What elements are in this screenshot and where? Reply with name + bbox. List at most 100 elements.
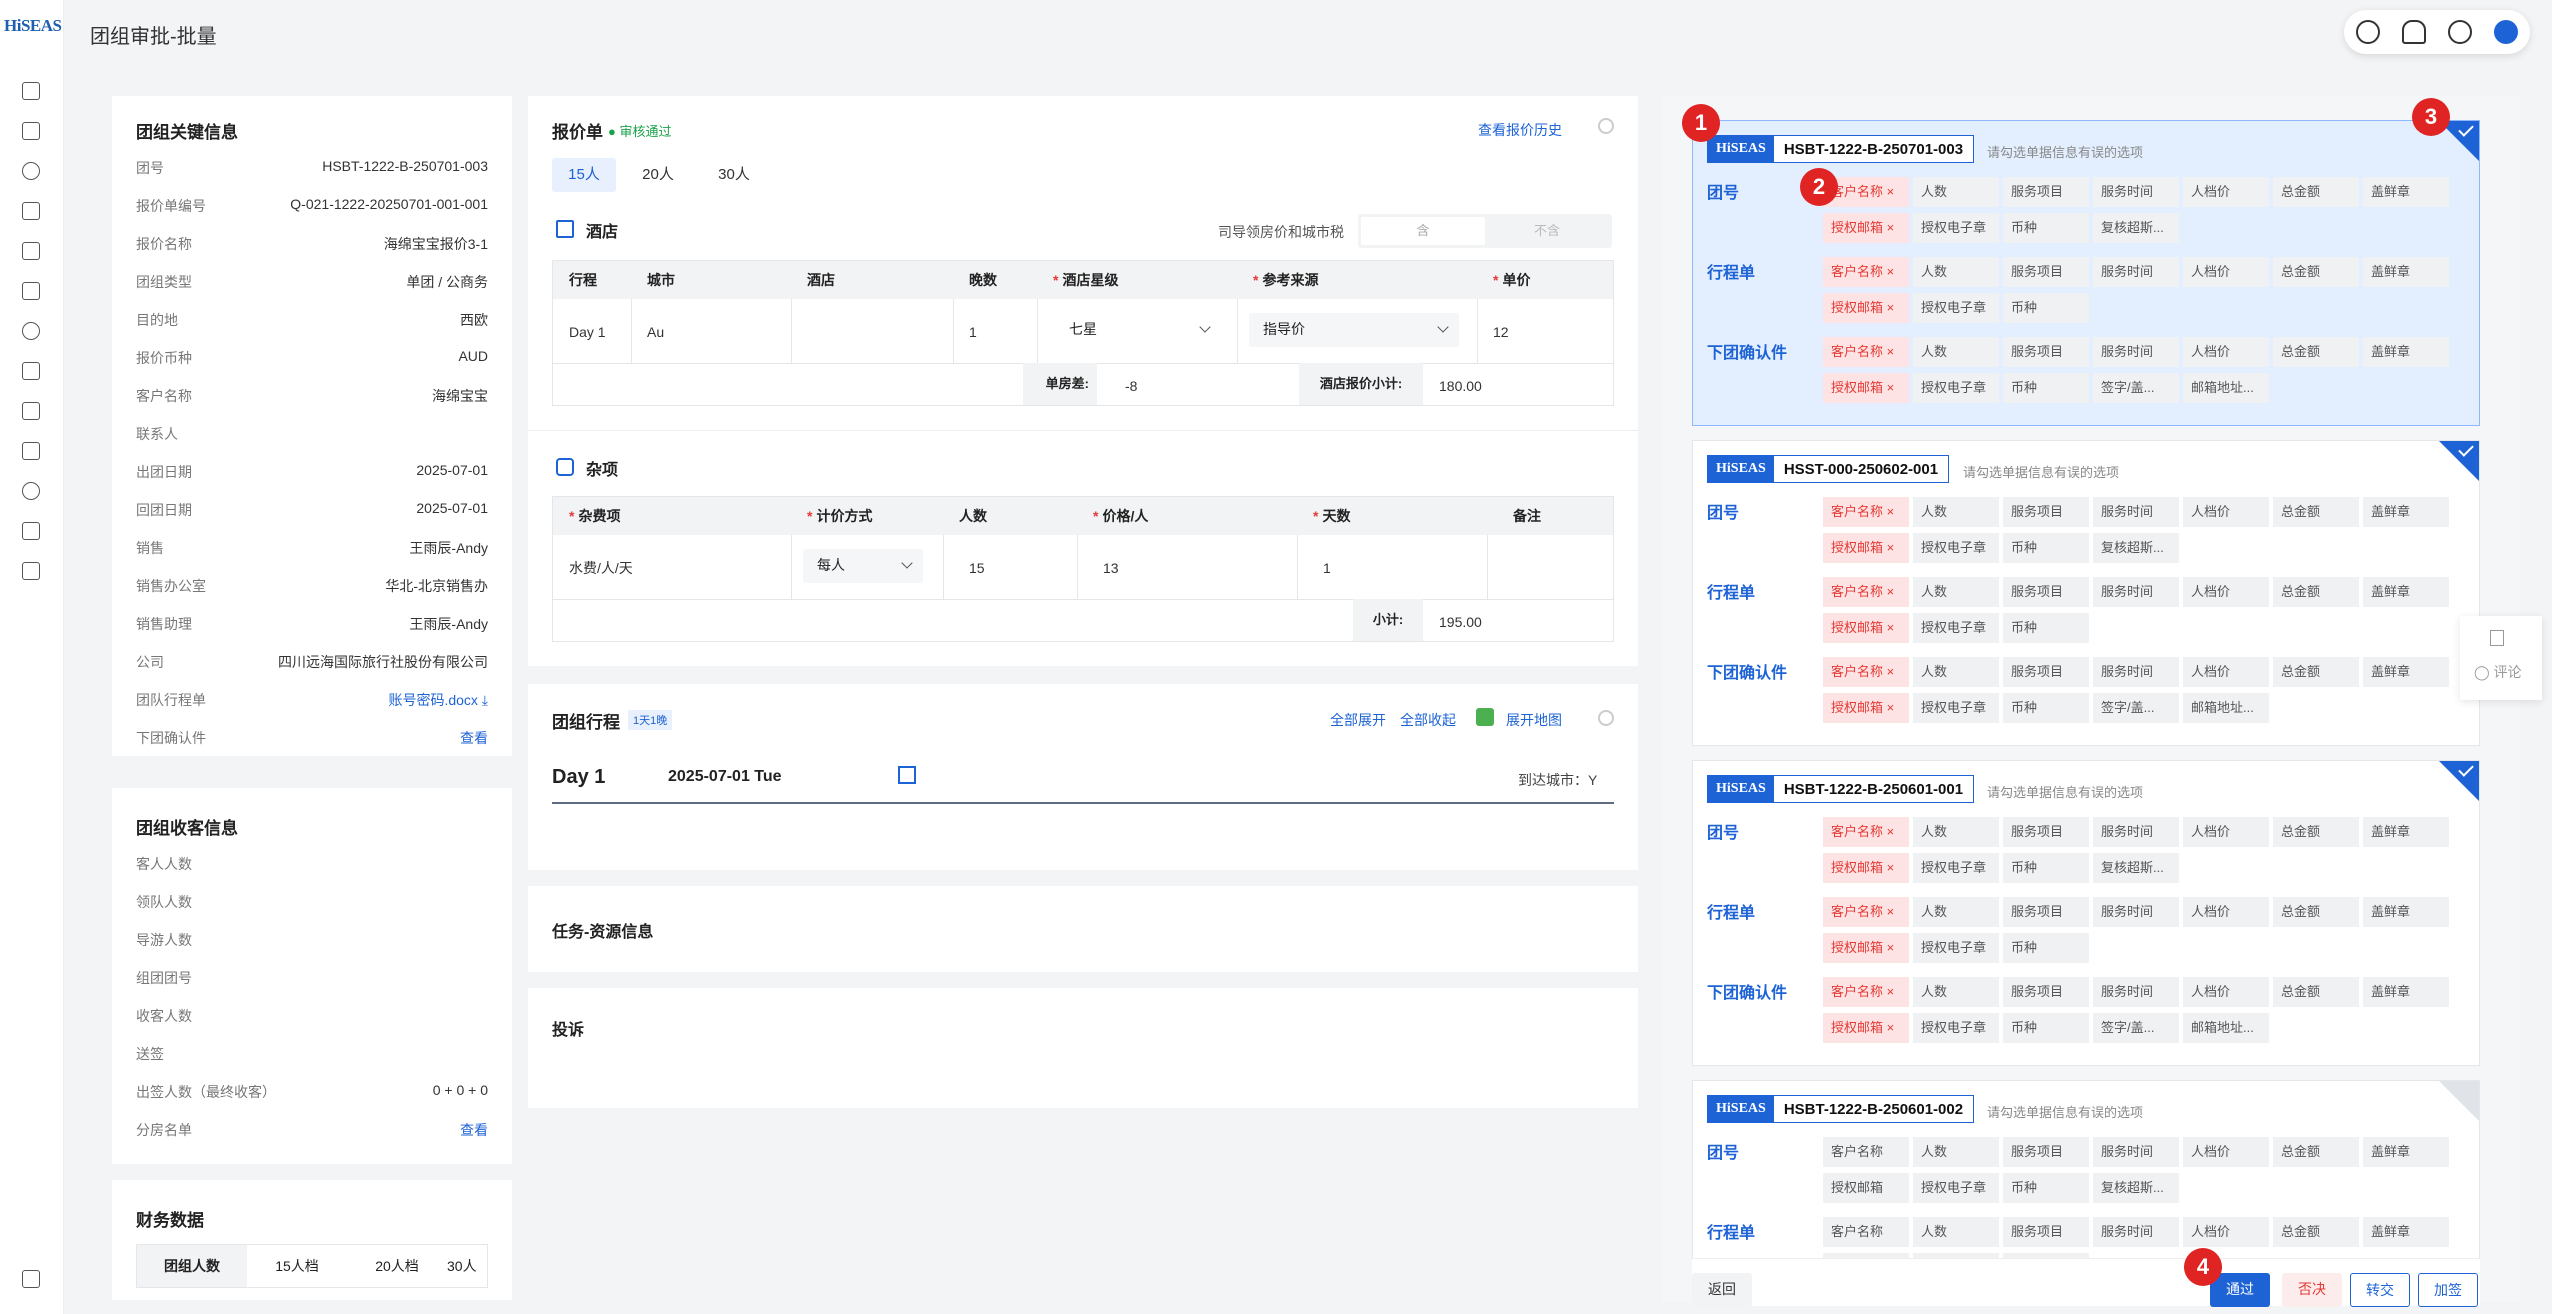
review-chip[interactable]: 总金额 — [2273, 817, 2359, 847]
pax-tab-20[interactable]: 20人 — [642, 166, 674, 183]
review-chip[interactable]: 服务时间 — [2093, 1137, 2179, 1167]
review-chip[interactable]: 人数 — [1913, 657, 1999, 687]
receive-info-value[interactable]: 查看 — [460, 1122, 488, 1138]
review-chip[interactable]: 服务项目 — [2003, 1217, 2089, 1247]
select-corner[interactable] — [2439, 761, 2479, 801]
review-chip[interactable]: 客户名称 × — [1823, 577, 1909, 607]
review-chip[interactable]: 盖鲜章 — [2363, 817, 2449, 847]
review-chip[interactable]: 复核超斯... — [2093, 213, 2179, 243]
review-chip[interactable]: 客户名称 × — [1823, 817, 1909, 847]
select-corner[interactable] — [2439, 1081, 2479, 1121]
bell-icon[interactable] — [2402, 20, 2426, 44]
review-chip[interactable]: 授权电子章 — [1913, 933, 1999, 963]
select-corner[interactable] — [2439, 441, 2479, 481]
key-info-value[interactable]: 账号密码.docx ⤓ — [388, 692, 488, 708]
review-chip[interactable]: 人数 — [1913, 337, 1999, 367]
review-chip[interactable]: 签字/盖... — [2093, 373, 2179, 403]
review-chip[interactable]: 授权电子章 — [1913, 693, 1999, 723]
review-chip[interactable]: 人档价 — [2183, 657, 2269, 687]
review-chip[interactable]: 人档价 — [2183, 497, 2269, 527]
collapse-all-link[interactable]: 全部收起 — [1400, 712, 1456, 728]
table-icon[interactable] — [22, 202, 40, 220]
review-chip[interactable]: 盖鲜章 — [2363, 977, 2449, 1007]
finance-tab-3[interactable]: 30人 — [447, 1258, 477, 1274]
review-chip[interactable]: 授权邮箱 — [1823, 1173, 1909, 1203]
review-chip[interactable]: 签字/盖... — [2093, 693, 2179, 723]
review-chip[interactable]: 盖鲜章 — [2363, 897, 2449, 927]
review-chip[interactable]: 币种 — [2003, 373, 2089, 403]
review-chip[interactable]: 总金额 — [2273, 177, 2359, 207]
review-chip[interactable]: 币种 — [2003, 1013, 2089, 1043]
review-chip[interactable]: 币种 — [2003, 933, 2089, 963]
review-chip[interactable]: 人档价 — [2183, 1137, 2269, 1167]
tax-opt-exclude[interactable]: 不含 — [1533, 223, 1560, 238]
review-chip[interactable]: 总金额 — [2273, 1137, 2359, 1167]
review-chip[interactable]: 人档价 — [2183, 257, 2269, 287]
review-chip[interactable]: 总金额 — [2273, 497, 2359, 527]
money-icon[interactable] — [22, 282, 40, 300]
review-chip[interactable]: 服务项目 — [2003, 177, 2089, 207]
review-chip[interactable]: 授权邮箱 × — [1823, 1013, 1909, 1043]
bulb-icon[interactable] — [22, 482, 40, 500]
review-chip[interactable]: 人数 — [1913, 817, 1999, 847]
collapse-sidebar-icon[interactable] — [22, 1270, 40, 1288]
review-chip[interactable]: 服务项目 — [2003, 657, 2089, 687]
review-chip[interactable]: 授权邮箱 × — [1823, 853, 1909, 883]
day-label[interactable]: Day 1 — [552, 766, 606, 788]
review-chip[interactable]: 客户名称 × — [1823, 897, 1909, 927]
misc-pax[interactable]: 15 — [969, 560, 985, 576]
misc-days[interactable]: 1 — [1323, 560, 1331, 576]
review-chip[interactable]: 授权电子章 — [1913, 1173, 1999, 1203]
review-chip[interactable]: 币种 — [2003, 213, 2089, 243]
review-chip[interactable]: 服务项目 — [2003, 337, 2089, 367]
misc-price[interactable]: 13 — [1103, 560, 1119, 576]
review-chip[interactable]: 客户名称 × — [1823, 257, 1909, 287]
add-sign-button[interactable]: 加签 — [2418, 1273, 2478, 1307]
review-chip[interactable]: 盖鲜章 — [2363, 1217, 2449, 1247]
review-chip[interactable]: 服务时间 — [2093, 337, 2179, 367]
transfer-button[interactable]: 转交 — [2350, 1273, 2410, 1307]
review-chip[interactable]: 复核超斯... — [2093, 1173, 2179, 1203]
review-chip[interactable]: 服务项目 — [2003, 1137, 2089, 1167]
refresh-icon[interactable] — [1598, 118, 1614, 134]
review-chip[interactable]: 服务时间 — [2093, 897, 2179, 927]
pax-tab-15[interactable]: 15人 — [552, 158, 616, 192]
pass-button[interactable]: 通过 — [2210, 1273, 2270, 1307]
review-chip[interactable]: 复核超斯... — [2093, 853, 2179, 883]
review-chip[interactable]: 人档价 — [2183, 817, 2269, 847]
review-chip[interactable]: 总金额 — [2273, 657, 2359, 687]
review-chip[interactable]: 总金额 — [2273, 577, 2359, 607]
review-chip[interactable]: 签字/盖... — [2093, 1013, 2179, 1043]
review-chip[interactable]: 服务时间 — [2093, 177, 2179, 207]
review-chip[interactable]: 复核超斯... — [2093, 533, 2179, 563]
quote-history-link[interactable]: 查看报价历史 — [1478, 122, 1562, 138]
star-select[interactable]: 七星 — [1055, 313, 1221, 347]
review-chip[interactable]: 盖鲜章 — [2363, 1137, 2449, 1167]
review-chip[interactable]: 客户名称 × — [1823, 657, 1909, 687]
review-chip[interactable]: 授权邮箱 × — [1823, 533, 1909, 563]
report-icon[interactable] — [22, 442, 40, 460]
review-chip[interactable]: 盖鲜章 — [2363, 657, 2449, 687]
compass-icon[interactable] — [22, 322, 40, 340]
review-chip[interactable]: 客户名称 — [1823, 1217, 1909, 1247]
review-chip[interactable]: 服务时间 — [2093, 977, 2179, 1007]
review-chip[interactable]: 邮箱地址... — [2183, 693, 2269, 723]
wallet-icon[interactable] — [22, 402, 40, 420]
tax-opt-include[interactable]: 含 — [1361, 217, 1485, 245]
review-chip[interactable]: 人档价 — [2183, 1217, 2269, 1247]
review-chip[interactable]: 人数 — [1913, 977, 1999, 1007]
review-chip[interactable]: 盖鲜章 — [2363, 177, 2449, 207]
review-chip[interactable]: 授权邮箱 × — [1823, 933, 1909, 963]
review-chip[interactable]: 客户名称 — [1823, 1137, 1909, 1167]
review-chip[interactable]: 币种 — [2003, 1173, 2089, 1203]
review-chip[interactable]: 币种 — [2003, 533, 2089, 563]
review-card[interactable]: HiSEAS HSBT-1222-B-250701-003 请勾选单据信息有误的选项… — [1692, 120, 2480, 426]
review-chip[interactable]: 人数 — [1913, 1137, 1999, 1167]
review-chip[interactable]: 盖鲜章 — [2363, 337, 2449, 367]
review-chip[interactable]: 邮箱地址... — [2183, 373, 2269, 403]
review-chip[interactable]: 人数 — [1913, 897, 1999, 927]
review-chip[interactable]: 总金额 — [2273, 897, 2359, 927]
help-icon[interactable] — [2448, 20, 2472, 44]
pax-tab-30[interactable]: 30人 — [718, 166, 750, 183]
review-chip[interactable]: 总金额 — [2273, 1217, 2359, 1247]
